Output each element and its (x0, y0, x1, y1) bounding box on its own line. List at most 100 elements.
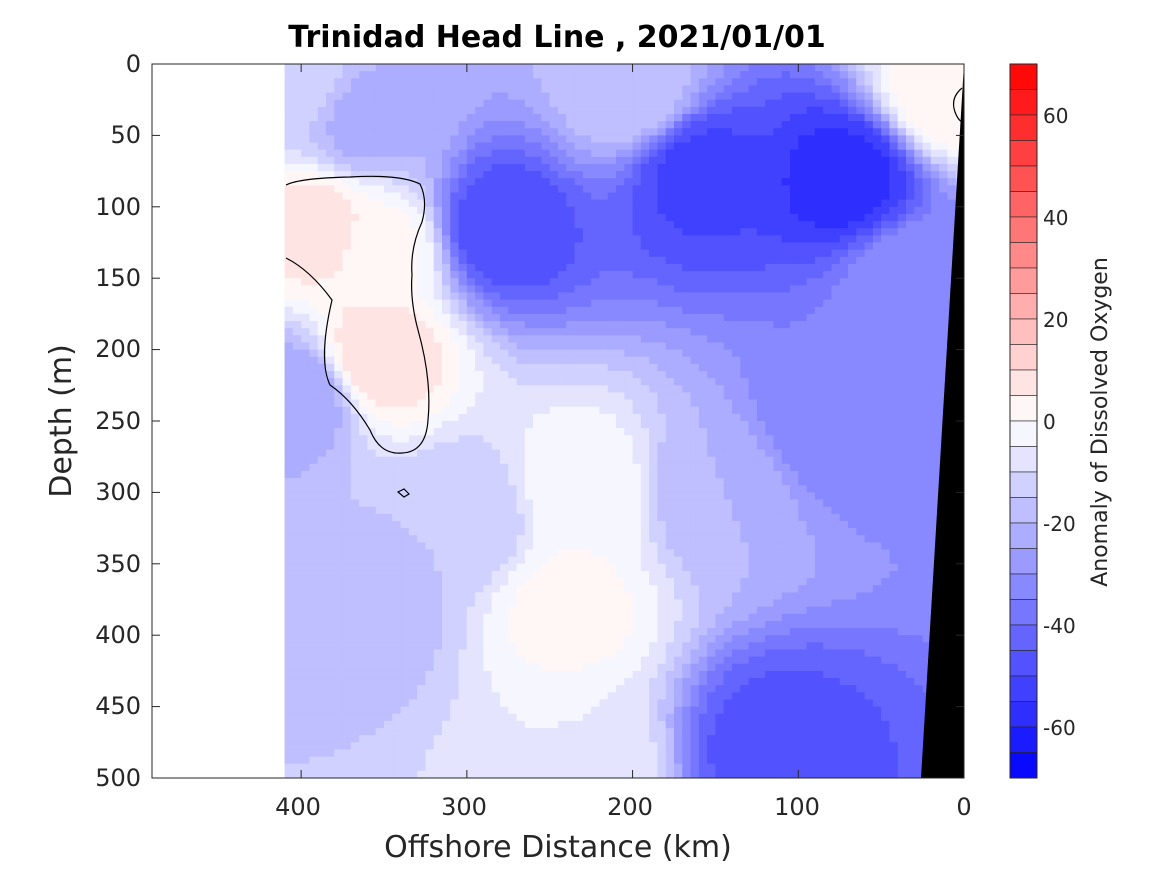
contour-cell (533, 92, 543, 101)
contour-cell (632, 128, 642, 136)
contour-cell (516, 585, 526, 593)
contour-cell (549, 192, 559, 201)
contour-cell (599, 113, 609, 122)
contour-cell (541, 728, 551, 736)
contour-cell (292, 592, 302, 601)
contour-cell (450, 756, 460, 765)
contour-cell (632, 413, 642, 422)
contour-cell (649, 135, 659, 144)
contour-cell (475, 385, 485, 394)
contour-cell (516, 335, 526, 344)
contour-cell (500, 528, 509, 536)
contour-cell (408, 749, 418, 758)
contour-cell (682, 642, 692, 651)
contour-cell (326, 356, 335, 365)
contour-cell (442, 371, 451, 379)
contour-cell (558, 735, 567, 743)
contour-cell (508, 535, 518, 543)
contour-cell (326, 570, 335, 579)
contour-cell (649, 356, 659, 365)
contour-cell (350, 606, 360, 615)
contour-cell (301, 328, 311, 336)
contour-cell (442, 685, 451, 693)
contour-cell (574, 292, 584, 301)
contour-cell (640, 556, 650, 565)
contour-cell (640, 413, 650, 422)
contour-cell (425, 528, 435, 536)
contour-cell (483, 492, 493, 501)
contour-cell (466, 442, 476, 451)
contour-cell (524, 670, 534, 679)
contour-cell (649, 613, 659, 622)
contour-cell (350, 628, 360, 636)
contour-cell (359, 64, 369, 72)
contour-cell (516, 64, 526, 72)
contour-cell (342, 106, 352, 115)
contour-cell (442, 613, 451, 622)
contour-cell (549, 663, 559, 672)
contour-cell (516, 720, 526, 729)
contour-cell (433, 535, 443, 543)
contour-cell (599, 285, 609, 294)
contour-cell (408, 770, 418, 778)
contour-cell (649, 363, 659, 372)
contour-cell (549, 78, 559, 87)
contour-cell (384, 321, 393, 329)
contour-cell (309, 435, 319, 444)
contour-cell (400, 613, 410, 622)
contour-cell (574, 756, 584, 765)
contour-cell (574, 306, 584, 315)
contour-cell (607, 485, 617, 493)
contour-cell (549, 413, 559, 422)
contour-cell (690, 442, 700, 451)
contour-cell (674, 563, 683, 572)
contour-cell (533, 221, 543, 229)
contour-cell (292, 113, 302, 122)
contour-cell (475, 549, 485, 558)
contour-cell (433, 470, 443, 479)
contour-cell (533, 99, 543, 108)
contour-cell (541, 642, 551, 651)
contour-cell (475, 528, 485, 536)
contour-cell (616, 528, 625, 536)
contour-cell (417, 563, 427, 572)
contour-cell (616, 363, 625, 372)
contour-cell (475, 613, 485, 622)
contour-cell (566, 706, 576, 715)
contour-cell (483, 542, 493, 551)
contour-cell (524, 606, 534, 615)
contour-cell (632, 213, 642, 222)
contour-cell (591, 213, 601, 222)
contour-cell (400, 485, 410, 493)
contour-cell (284, 628, 294, 636)
contour-cell (475, 513, 485, 522)
contour-cell (450, 299, 460, 308)
contour-cell (433, 556, 443, 565)
contour-cell (301, 271, 311, 279)
contour-cell (433, 78, 443, 87)
contour-cell (342, 685, 352, 693)
contour-cell (591, 242, 601, 251)
contour-cell (674, 699, 683, 708)
contour-cell (334, 706, 344, 715)
contour-cell (508, 599, 518, 608)
contour-cell (425, 635, 435, 643)
contour-cell (657, 263, 667, 272)
contour-cell (400, 64, 410, 72)
contour-cell (674, 113, 683, 122)
contour-cell (326, 78, 335, 87)
contour-cell (665, 392, 675, 401)
contour-cell (466, 199, 476, 208)
contour-cell (500, 206, 509, 215)
contour-cell (491, 685, 501, 693)
contour-cell (458, 685, 468, 693)
contour-cell (632, 670, 642, 679)
contour-cell (475, 670, 485, 679)
contour-cell (392, 378, 402, 386)
contour-cell (317, 163, 327, 172)
contour-cell (433, 271, 443, 279)
contour-cell (624, 321, 634, 329)
contour-cell (607, 642, 617, 651)
contour-cell (392, 513, 402, 522)
contour-cell (500, 278, 509, 286)
